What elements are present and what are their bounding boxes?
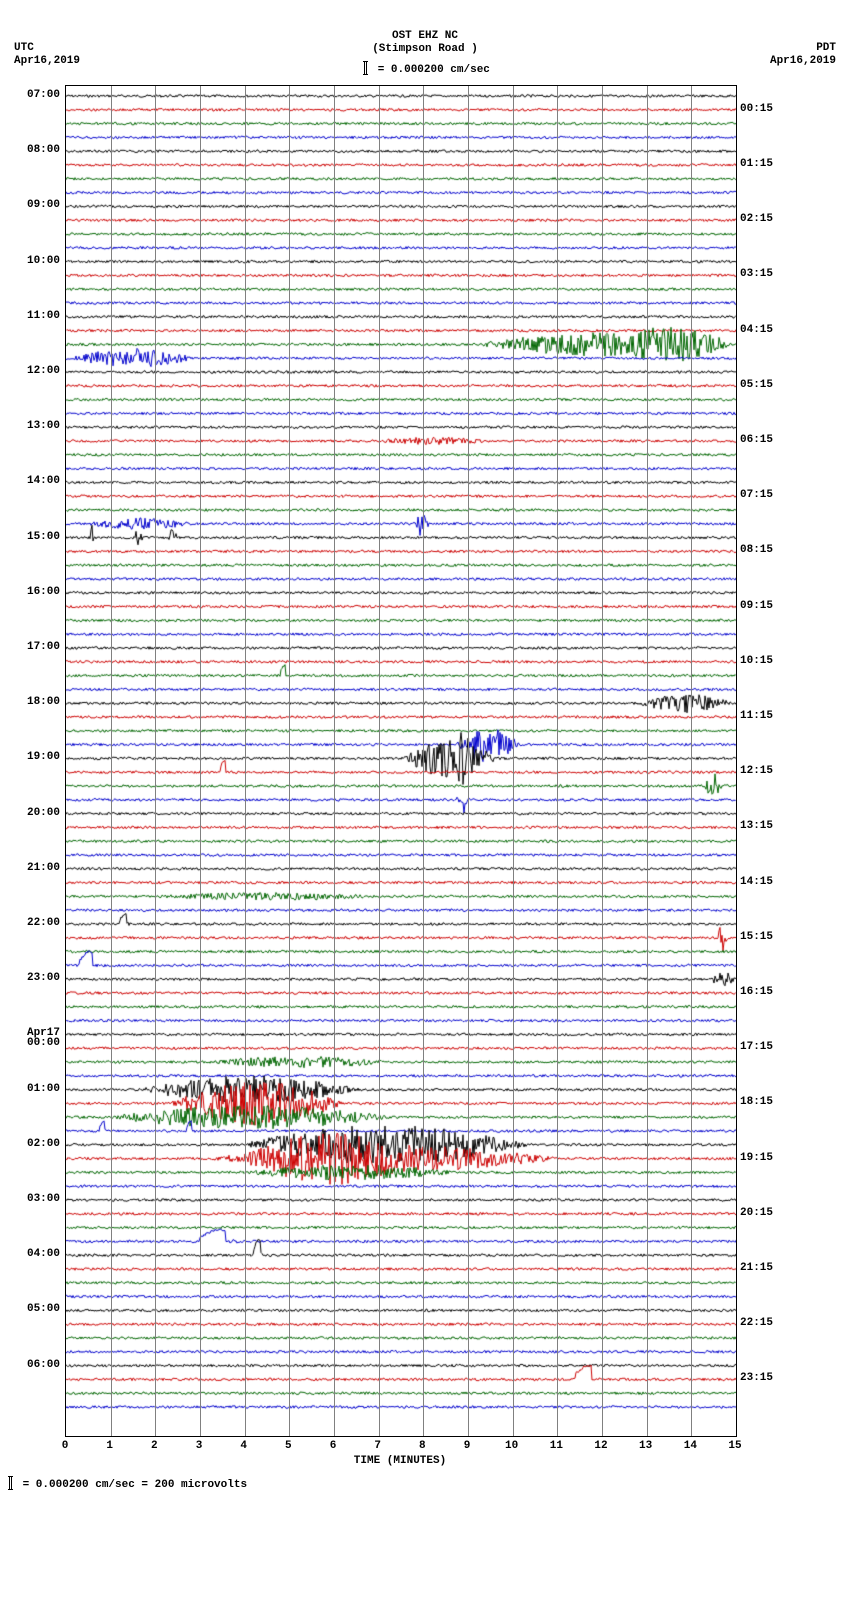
gridline-v bbox=[691, 86, 692, 1436]
local-hour-label: 10:15 bbox=[740, 655, 773, 667]
utc-hour-label: 09:00 bbox=[27, 199, 60, 211]
utc-hour-label: 21:00 bbox=[27, 862, 60, 874]
gridline-v bbox=[379, 86, 380, 1436]
utc-hour-label: 05:00 bbox=[27, 1303, 60, 1315]
seismic-traces bbox=[66, 86, 736, 1436]
utc-hour-label: 08:00 bbox=[27, 144, 60, 156]
utc-hour-label: 16:00 bbox=[27, 586, 60, 598]
scale-text: = 0.000200 cm/sec bbox=[378, 64, 490, 76]
x-tick-label: 12 bbox=[594, 1440, 607, 1452]
utc-hour-label: 01:00 bbox=[27, 1083, 60, 1095]
local-hour-label: 21:15 bbox=[740, 1262, 773, 1274]
utc-hour-label: 12:00 bbox=[27, 365, 60, 377]
local-hour-label: 19:15 bbox=[740, 1152, 773, 1164]
utc-hour-label: 06:00 bbox=[27, 1359, 60, 1371]
local-hour-label: 05:15 bbox=[740, 379, 773, 391]
scale-label: = 0.000200 cm/sec bbox=[0, 62, 850, 76]
gridline-v bbox=[468, 86, 469, 1436]
local-hour-label: 11:15 bbox=[740, 710, 773, 722]
local-hour-label: 01:15 bbox=[740, 158, 773, 170]
local-hour-label: 12:15 bbox=[740, 765, 773, 777]
scale-bar-icon bbox=[9, 1476, 12, 1490]
x-axis-title: TIME (MINUTES) bbox=[65, 1455, 735, 1467]
x-tick-label: 11 bbox=[550, 1440, 563, 1452]
local-hour-label: 04:15 bbox=[740, 324, 773, 336]
gridline-v bbox=[647, 86, 648, 1436]
gridline-v bbox=[289, 86, 290, 1436]
seismogram-plot: TIME (MINUTES) 012345678910111213141507:… bbox=[65, 85, 735, 1437]
local-hour-label: 20:15 bbox=[740, 1207, 773, 1219]
x-tick-label: 10 bbox=[505, 1440, 518, 1452]
gridline-v bbox=[200, 86, 201, 1436]
x-tick-label: 13 bbox=[639, 1440, 652, 1452]
local-hour-label: 13:15 bbox=[740, 820, 773, 832]
utc-hour-label: 13:00 bbox=[27, 420, 60, 432]
utc-hour-label: 11:00 bbox=[27, 310, 60, 322]
utc-hour-label: 19:00 bbox=[27, 751, 60, 763]
gridline-v bbox=[423, 86, 424, 1436]
utc-hour-label: 23:00 bbox=[27, 972, 60, 984]
scale-bar-icon bbox=[364, 61, 367, 75]
gridline-v bbox=[111, 86, 112, 1436]
gridline-v bbox=[245, 86, 246, 1436]
footer-scale: = 0.000200 cm/sec = 200 microvolts bbox=[0, 1477, 850, 1491]
x-tick-label: 7 bbox=[374, 1440, 381, 1452]
local-hour-label: 22:15 bbox=[740, 1317, 773, 1329]
gridline-v bbox=[334, 86, 335, 1436]
utc-hour-label: 17:00 bbox=[27, 641, 60, 653]
x-tick-label: 2 bbox=[151, 1440, 158, 1452]
utc-hour-label: 00:00 bbox=[27, 1037, 60, 1049]
local-hour-label: 06:15 bbox=[740, 434, 773, 446]
utc-hour-label: 22:00 bbox=[27, 917, 60, 929]
gridline-v bbox=[155, 86, 156, 1436]
local-hour-label: 07:15 bbox=[740, 489, 773, 501]
local-hour-label: 14:15 bbox=[740, 876, 773, 888]
local-hour-label: 09:15 bbox=[740, 600, 773, 612]
local-hour-label: 16:15 bbox=[740, 986, 773, 998]
utc-hour-label: 20:00 bbox=[27, 807, 60, 819]
station-code: OST EHZ NC bbox=[0, 30, 850, 42]
local-hour-label: 18:15 bbox=[740, 1096, 773, 1108]
utc-hour-label: 10:00 bbox=[27, 255, 60, 267]
x-tick-label: 4 bbox=[240, 1440, 247, 1452]
local-hour-label: 23:15 bbox=[740, 1372, 773, 1384]
gridline-v bbox=[557, 86, 558, 1436]
utc-hour-label: 03:00 bbox=[27, 1193, 60, 1205]
local-hour-label: 03:15 bbox=[740, 268, 773, 280]
gridline-v bbox=[602, 86, 603, 1436]
x-tick-label: 1 bbox=[106, 1440, 113, 1452]
utc-hour-label: 02:00 bbox=[27, 1138, 60, 1150]
x-tick-label: 5 bbox=[285, 1440, 292, 1452]
x-tick-label: 6 bbox=[330, 1440, 337, 1452]
utc-hour-label: 04:00 bbox=[27, 1248, 60, 1260]
x-tick-label: 3 bbox=[196, 1440, 203, 1452]
local-hour-label: 02:15 bbox=[740, 213, 773, 225]
gridline-v bbox=[513, 86, 514, 1436]
x-tick-label: 8 bbox=[419, 1440, 426, 1452]
utc-hour-label: 15:00 bbox=[27, 531, 60, 543]
x-tick-label: 0 bbox=[62, 1440, 69, 1452]
local-hour-label: 00:15 bbox=[740, 103, 773, 115]
utc-hour-label: 18:00 bbox=[27, 696, 60, 708]
local-hour-label: 08:15 bbox=[740, 544, 773, 556]
plot-area bbox=[65, 85, 737, 1437]
utc-hour-label: 14:00 bbox=[27, 475, 60, 487]
local-hour-label: 15:15 bbox=[740, 931, 773, 943]
utc-hour-label: 07:00 bbox=[27, 89, 60, 101]
local-hour-label: 17:15 bbox=[740, 1041, 773, 1053]
x-tick-label: 15 bbox=[728, 1440, 741, 1452]
footer-text: = 0.000200 cm/sec = 200 microvolts bbox=[23, 1479, 247, 1491]
x-tick-label: 9 bbox=[464, 1440, 471, 1452]
header-block: UTC Apr16,2019 PDT Apr16,2019 OST EHZ NC… bbox=[0, 0, 850, 85]
x-tick-label: 14 bbox=[684, 1440, 697, 1452]
station-loc: (Stimpson Road ) bbox=[0, 43, 850, 55]
